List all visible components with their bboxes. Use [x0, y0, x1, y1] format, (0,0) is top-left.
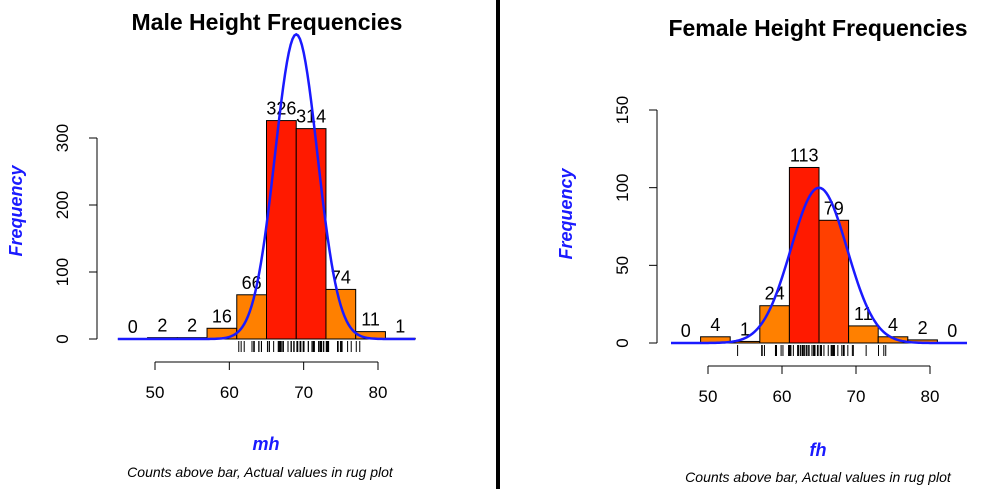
y-tick-label: 100 [53, 258, 72, 286]
bar-count-label: 2 [918, 318, 928, 338]
histogram-bar [295, 128, 327, 340]
x-tick-label: 70 [294, 383, 313, 402]
y-tick-label: 300 [53, 124, 72, 152]
y-tick-label: 200 [53, 191, 72, 219]
bar-count-label: 4 [710, 315, 720, 335]
x-axis-label: fh [810, 440, 827, 460]
x-tick-label: 60 [220, 383, 239, 402]
chart-title: Female Height Frequencies [668, 15, 967, 41]
y-tick-label: 0 [613, 338, 632, 347]
normal-curve [671, 186, 967, 345]
y-tick-label: 0 [53, 334, 72, 343]
bar-count-label: 4 [888, 315, 898, 335]
y-axis-label: Frequency [6, 164, 26, 256]
x-axis-label: mh [253, 434, 280, 454]
bar-count-label: 1 [395, 316, 405, 336]
y-tick-label: 100 [613, 173, 632, 201]
x-tick-label: 50 [699, 387, 718, 406]
histogram-bar [266, 120, 297, 340]
histogram-bar [325, 288, 357, 340]
x-tick-label: 50 [146, 383, 165, 402]
bar-count-label: 2 [187, 316, 197, 336]
chart-subtitle: Counts above bar, Actual values in rug p… [127, 464, 394, 480]
bar-count-label: 24 [765, 284, 785, 304]
chart-title: Male Height Frequencies [132, 9, 403, 35]
bar-count-label: 0 [128, 317, 138, 337]
male-histogram-panel: Male Height Frequencies Frequency mh Cou… [6, 9, 416, 480]
x-tick-label: 70 [847, 387, 866, 406]
histogram-bar [788, 166, 820, 344]
histogram-bar [236, 294, 267, 340]
bar-count-label: 314 [296, 107, 326, 127]
bar-count-label: 11 [361, 310, 380, 330]
bar-count-label: 2 [157, 316, 167, 336]
x-tick-label: 80 [369, 383, 388, 402]
y-axis-label: Frequency [556, 167, 576, 259]
bar-count-label: 0 [947, 321, 957, 341]
y-tick-label: 50 [613, 256, 632, 275]
normal-curve [117, 32, 416, 341]
female-histogram-panel: Female Height Frequencies Frequency fh C… [556, 15, 968, 485]
bar-count-label: 0 [681, 321, 691, 341]
bar-count-label: 1 [740, 319, 750, 339]
bar-count-label: 113 [790, 145, 819, 165]
histogram-bar [759, 305, 790, 344]
chart-subtitle: Counts above bar, Actual values in rug p… [685, 469, 952, 485]
x-tick-label: 80 [921, 387, 940, 406]
histogram-bar [848, 325, 879, 344]
panel-divider [496, 0, 500, 489]
bar-count-label: 16 [212, 306, 232, 326]
y-tick-label: 150 [613, 96, 632, 124]
x-tick-label: 60 [773, 387, 792, 406]
